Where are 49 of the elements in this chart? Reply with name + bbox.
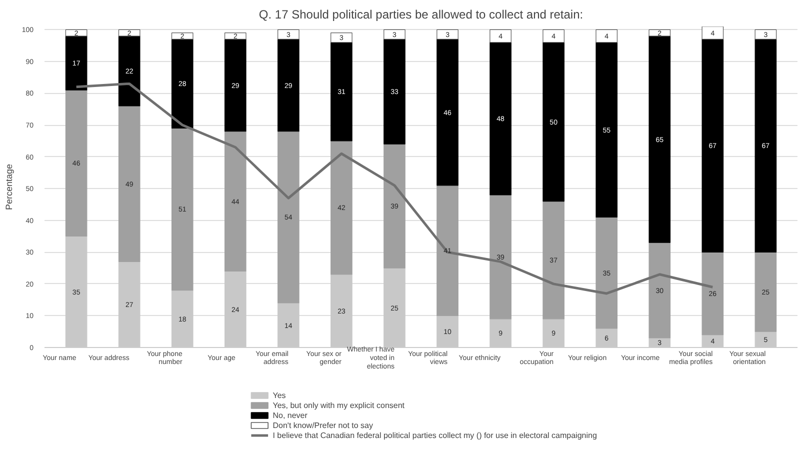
bar bbox=[224, 38, 246, 132]
bar bbox=[490, 42, 512, 196]
bar bbox=[542, 201, 564, 320]
bar bbox=[171, 128, 194, 291]
bar bbox=[330, 32, 352, 43]
bar bbox=[171, 32, 194, 40]
bar bbox=[65, 29, 88, 36]
bar bbox=[118, 29, 140, 36]
bar bbox=[596, 29, 618, 43]
bar bbox=[596, 42, 618, 218]
bar bbox=[330, 140, 352, 275]
bar bbox=[754, 29, 777, 40]
bar bbox=[542, 42, 564, 202]
bar bbox=[278, 38, 300, 132]
bar bbox=[490, 194, 512, 320]
bar bbox=[648, 29, 671, 36]
bar bbox=[224, 32, 246, 40]
bar bbox=[118, 36, 140, 106]
legend-label: Yes, but only with my explicit consent bbox=[272, 401, 406, 410]
bar bbox=[118, 106, 140, 262]
bar bbox=[384, 29, 406, 40]
bar bbox=[702, 252, 724, 336]
bar bbox=[278, 131, 300, 304]
bar bbox=[436, 29, 458, 40]
bar bbox=[702, 38, 724, 252]
legend-label: Don't know/Prefer not to say bbox=[272, 421, 373, 430]
legend-label: Yes bbox=[272, 391, 286, 400]
bar bbox=[384, 144, 406, 268]
bar bbox=[65, 90, 88, 237]
y-axis-title: Percentage bbox=[4, 164, 14, 210]
bar bbox=[224, 131, 246, 272]
bar bbox=[648, 242, 671, 338]
bar bbox=[436, 185, 458, 316]
bar bbox=[171, 38, 194, 129]
bar bbox=[330, 42, 352, 142]
bar bbox=[542, 29, 564, 43]
bar bbox=[754, 252, 777, 332]
bar bbox=[648, 36, 671, 243]
bar bbox=[490, 29, 512, 43]
chart-title: Q. 17 Should political parties be allowed to collect and retain: bbox=[258, 8, 584, 22]
bar bbox=[65, 36, 88, 90]
bar bbox=[702, 26, 724, 40]
legend-label: No, never bbox=[272, 411, 308, 420]
bar bbox=[278, 29, 300, 40]
bar bbox=[436, 38, 458, 186]
bar bbox=[754, 38, 777, 252]
legend-label: I believe that Canadian federal political parties collect my () for use in electoral campaigning bbox=[272, 431, 597, 440]
bar bbox=[596, 216, 618, 329]
bar bbox=[384, 38, 406, 144]
